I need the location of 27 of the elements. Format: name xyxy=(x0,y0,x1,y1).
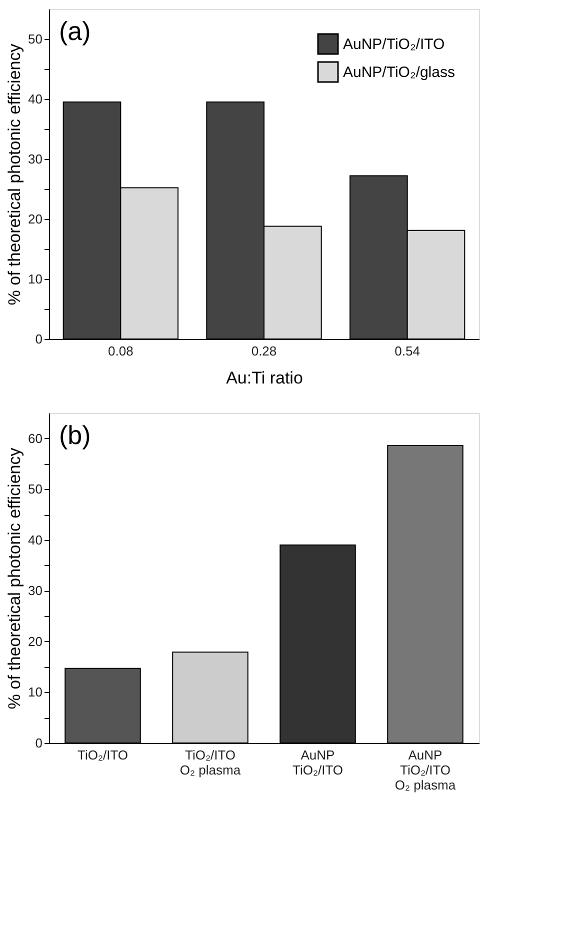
x-tick-label: TiO₂/ITO xyxy=(77,748,128,762)
legend-label: AuNP/TiO₂/glass xyxy=(343,64,455,81)
x-tick-label: TiO₂/ITO O₂ plasma xyxy=(180,748,242,778)
y-tick-label: 50 xyxy=(28,32,42,46)
x-tick-label: AuNP TiO₂/ITO xyxy=(292,748,344,778)
x-tick-label: 0.28 xyxy=(251,344,277,358)
y-tick-label: 40 xyxy=(28,92,42,106)
y-tick-label: 0 xyxy=(35,332,42,346)
x-tick-label: AuNP TiO₂/ITO O₂ plasma xyxy=(394,748,456,792)
annotation: (b) xyxy=(59,420,91,450)
y-tick-label: 30 xyxy=(28,152,42,166)
y-axis-title: % of theoretical photonic efficiency xyxy=(5,447,24,710)
annotation: (a) xyxy=(59,16,91,46)
y-tick-label: 50 xyxy=(28,482,42,497)
y-tick-label: 20 xyxy=(28,212,42,226)
y-tick-label: 0 xyxy=(35,736,42,750)
y-tick-label: 20 xyxy=(28,634,42,649)
x-axis-title: Au:Ti ratio xyxy=(226,368,303,388)
y-tick-label: 30 xyxy=(28,583,42,598)
x-tick-label: 0.08 xyxy=(108,344,134,358)
x-tick-label: 0.54 xyxy=(394,344,420,358)
y-tick-label: 60 xyxy=(28,430,42,446)
legend-label: AuNP/TiO₂/ITO xyxy=(343,36,445,53)
y-tick-label: 40 xyxy=(28,532,42,548)
y-tick-label: 10 xyxy=(28,272,42,286)
y-tick-label: 10 xyxy=(28,684,42,700)
y-axis-title: % of theoretical photonic efficiency xyxy=(5,43,24,306)
